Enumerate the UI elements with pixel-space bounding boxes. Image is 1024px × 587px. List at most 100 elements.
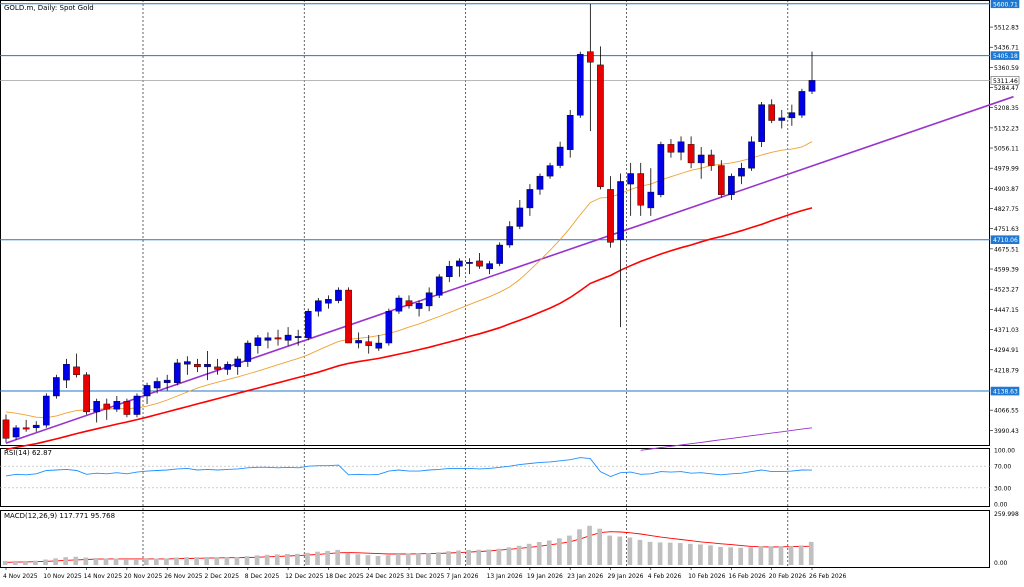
macd-histogram-bar <box>234 556 240 565</box>
macd-histogram-bar <box>73 556 79 565</box>
candle-body <box>123 401 131 415</box>
candle-body <box>576 54 584 116</box>
candle-body <box>667 144 675 153</box>
y-tick-label: 5512.83 <box>994 25 1019 32</box>
macd-histogram-bar <box>83 557 89 565</box>
candle-body <box>597 64 604 187</box>
macd-histogram-bar <box>496 548 502 565</box>
macd-histogram-bar <box>536 542 542 565</box>
candle-body <box>355 340 362 344</box>
candle-body <box>435 276 443 296</box>
macd-histogram-bar <box>355 554 361 565</box>
macd-histogram-bar <box>738 547 744 565</box>
macd-histogram-bar <box>405 553 411 565</box>
macd-histogram-bar <box>194 557 199 565</box>
macd-histogram-bar <box>667 542 673 565</box>
macd-histogram-bar <box>627 537 633 565</box>
candle-body <box>808 80 816 92</box>
candle-body <box>516 207 524 227</box>
candle-body <box>395 297 403 312</box>
candle-body <box>73 366 80 376</box>
rsi-label: RSI(14) 62.87 <box>4 449 52 457</box>
macd-histogram-bar <box>436 552 441 565</box>
rsi-level-100: 100.00 <box>994 448 1015 455</box>
macd-histogram-bar <box>305 552 310 565</box>
y-tick-label: 4675.51 <box>994 246 1019 253</box>
x-tick-label: 2 Dec 2025 <box>205 573 240 580</box>
candle-body <box>304 311 312 338</box>
x-tick-label: 31 Dec 2025 <box>406 573 445 580</box>
macd-histogram-bar <box>798 545 804 565</box>
candle-body <box>264 337 272 341</box>
x-tick-label: 4 Nov 2025 <box>3 573 38 580</box>
y-tick-label: 5208.35 <box>994 105 1019 112</box>
candle-body <box>788 112 796 119</box>
macd-histogram-bar <box>33 560 38 565</box>
macd-histogram-bar <box>325 550 330 565</box>
macd-histogram-bar <box>698 544 703 565</box>
candle-body <box>556 146 564 166</box>
macd-histogram-bar <box>274 554 280 565</box>
macd-histogram-bar <box>788 546 794 565</box>
macd-histogram-bar <box>12 560 18 565</box>
candle-body <box>415 303 423 309</box>
price-label: 5405.18 <box>993 53 1018 60</box>
macd-histogram-bar <box>103 558 109 565</box>
macd-histogram-bar <box>708 545 713 565</box>
macd-histogram-bar <box>456 550 461 565</box>
candle-body <box>284 334 292 341</box>
macd-histogram-bar <box>2 561 8 565</box>
macd-histogram-bar <box>647 541 653 565</box>
macd-histogram-bar <box>375 555 381 565</box>
candle-body <box>445 266 453 278</box>
x-tick-label: 24 Dec 2025 <box>366 573 405 580</box>
macd-histogram-bar <box>154 558 159 565</box>
y-tick-label: 5436.71 <box>994 45 1019 52</box>
macd-histogram-bar <box>113 558 119 565</box>
candle-body <box>93 401 100 413</box>
price-label: 4710.06 <box>993 237 1018 244</box>
candle-body <box>214 366 221 370</box>
y-tick-label: 4371.03 <box>994 327 1019 334</box>
macd-histogram-bar <box>748 547 754 565</box>
candle-body <box>748 141 755 169</box>
candle-body <box>738 167 745 177</box>
candle-body <box>607 189 614 243</box>
candle-body <box>32 424 40 428</box>
macd-histogram-bar <box>637 539 643 565</box>
candle-body <box>758 104 765 142</box>
macd-histogram-bar <box>395 554 401 565</box>
candle-body <box>718 165 725 195</box>
candle-body <box>254 337 262 346</box>
macd-histogram-bar <box>43 559 48 565</box>
candle-body <box>375 342 383 349</box>
y-tick-label: 4979.99 <box>994 166 1019 173</box>
candle-body <box>143 385 151 397</box>
macd-histogram-bar <box>315 551 320 565</box>
x-tick-label: 18 Dec 2025 <box>325 573 364 580</box>
candle-body <box>627 173 634 185</box>
x-tick-label: 26 Nov 2025 <box>164 573 203 580</box>
chart-title: GOLD.m, Daily: Spot Gold <box>4 4 94 12</box>
price-label: 5600.71 <box>993 1 1018 8</box>
candle-body <box>294 336 302 338</box>
candle-body <box>707 154 715 166</box>
candle-body <box>53 377 60 397</box>
y-tick-label: 4751.63 <box>994 226 1019 233</box>
macd-histogram-bar <box>476 549 482 565</box>
y-tick-label: 5132.23 <box>994 125 1019 132</box>
y-tick-label: 4599.39 <box>994 267 1019 274</box>
candle-body <box>42 395 50 426</box>
x-tick-label: 7 Jan 2026 <box>446 573 478 580</box>
macd-histogram-bar <box>335 549 341 565</box>
candle-body <box>526 189 534 209</box>
macd-histogram-bar <box>617 536 623 565</box>
candles <box>2 3 816 565</box>
macd-histogram-bar <box>164 558 169 565</box>
macd-histogram-bar <box>123 559 129 565</box>
macd-histogram-bar <box>426 553 431 565</box>
candle-body <box>153 381 161 389</box>
y-tick-label: 5056.11 <box>994 146 1019 153</box>
